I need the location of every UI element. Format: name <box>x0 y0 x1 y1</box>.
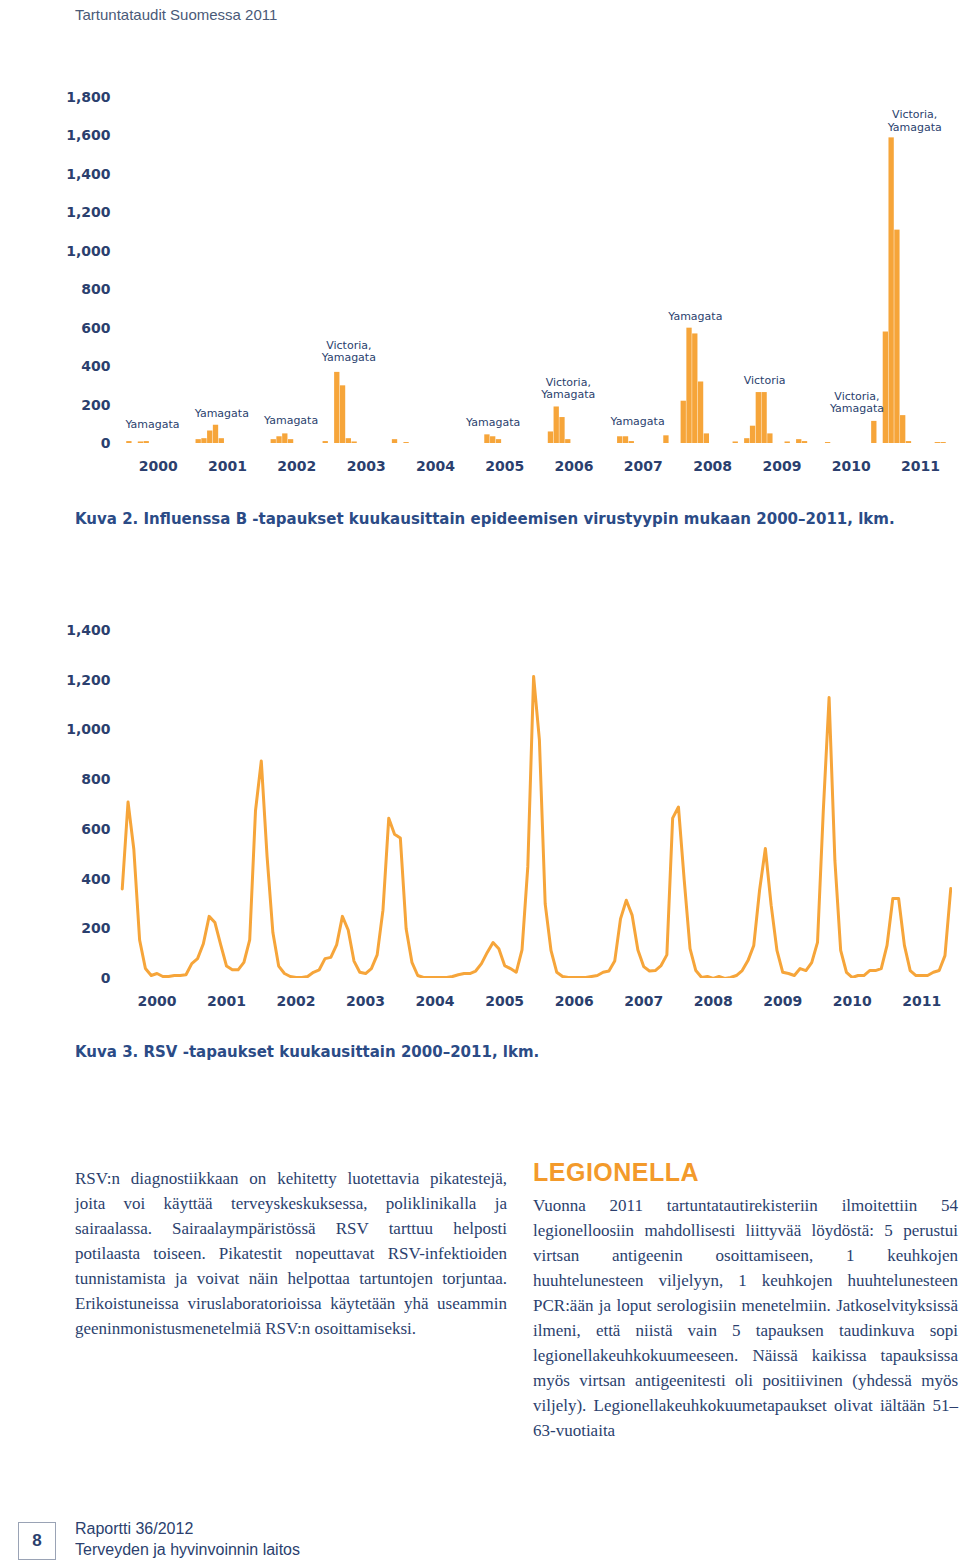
html-text:LEGIONELLA: LEGIONELLA <box>533 1158 700 1186</box>
svg-text:1,200: 1,200 <box>66 204 111 220</box>
svg-text:Yamagata: Yamagata <box>667 310 722 323</box>
svg-text:2010: 2010 <box>833 993 872 1009</box>
svg-text:Yamagata: Yamagata <box>124 418 179 431</box>
svg-text:400: 400 <box>81 871 110 887</box>
svg-text:2005: 2005 <box>485 993 524 1009</box>
svg-text:400: 400 <box>81 358 110 374</box>
svg-text:2009: 2009 <box>762 458 801 474</box>
svg-text:2000: 2000 <box>139 458 178 474</box>
svg-text:2003: 2003 <box>346 993 385 1009</box>
html-text:Raportti 36/2012: Raportti 36/2012 <box>75 1520 194 1537</box>
svg-text:2010: 2010 <box>832 458 871 474</box>
svg-text:2007: 2007 <box>624 993 663 1009</box>
html-text:Kuva 3. RSV -tapaukset kuukaus: Kuva 3. RSV -tapaukset kuukausittain 200… <box>75 1043 540 1061</box>
svg-text:Yamagata: Yamagata <box>609 415 664 428</box>
html-text:Tartuntataudit Suomessa 2011: Tartuntataudit Suomessa 2011 <box>75 6 278 23</box>
html-text:RSV:n diagnostiikkaan on kehit: RSV:n diagnostiikkaan on kehitetty luote… <box>75 1169 507 1338</box>
html-text:8: 8 <box>32 1531 42 1550</box>
svg-text:1,200: 1,200 <box>66 672 111 688</box>
svg-text:800: 800 <box>81 771 110 787</box>
svg-text:2006: 2006 <box>555 458 594 474</box>
svg-text:Victoria,Yamagata: Victoria,Yamagata <box>829 390 884 415</box>
svg-text:200: 200 <box>81 920 110 936</box>
svg-text:1,600: 1,600 <box>66 127 111 143</box>
svg-text:0: 0 <box>101 435 111 451</box>
svg-text:Victoria,Yamagata: Victoria,Yamagata <box>887 108 942 133</box>
svg-text:2003: 2003 <box>347 458 386 474</box>
svg-text:2005: 2005 <box>485 458 524 474</box>
svg-text:0: 0 <box>101 970 111 986</box>
svg-text:800: 800 <box>81 281 110 297</box>
svg-text:1,800: 1,800 <box>66 89 111 105</box>
svg-text:2009: 2009 <box>763 993 802 1009</box>
svg-text:1,000: 1,000 <box>66 721 111 737</box>
svg-text:Yamagata: Yamagata <box>194 407 249 420</box>
html-text:Kuva 2. Influenssa B -tapaukse: Kuva 2. Influenssa B -tapaukset kuukausi… <box>75 510 895 528</box>
svg-text:Victoria,Yamagata: Victoria,Yamagata <box>540 376 595 401</box>
svg-text:1,000: 1,000 <box>66 243 111 259</box>
svg-text:200: 200 <box>81 397 110 413</box>
svg-text:2008: 2008 <box>694 993 733 1009</box>
svg-text:2008: 2008 <box>693 458 732 474</box>
svg-text:Yamagata: Yamagata <box>465 416 520 429</box>
svg-text:2001: 2001 <box>207 993 246 1009</box>
svg-text:Yamagata: Yamagata <box>263 414 318 427</box>
svg-text:2004: 2004 <box>416 993 455 1009</box>
svg-text:Victoria: Victoria <box>744 374 786 387</box>
svg-text:2002: 2002 <box>277 458 316 474</box>
svg-text:2002: 2002 <box>277 993 316 1009</box>
svg-text:600: 600 <box>81 821 110 837</box>
svg-text:2006: 2006 <box>555 993 594 1009</box>
svg-text:1,400: 1,400 <box>66 622 111 638</box>
svg-text:Victoria,Yamagata: Victoria,Yamagata <box>321 339 376 364</box>
svg-text:2004: 2004 <box>416 458 455 474</box>
svg-text:1,400: 1,400 <box>66 166 111 182</box>
svg-text:2000: 2000 <box>138 993 177 1009</box>
svg-text:600: 600 <box>81 320 110 336</box>
svg-text:2011: 2011 <box>902 993 941 1009</box>
html-text:Vuonna 2011 tartuntatautirekis: Vuonna 2011 tartuntatautirekisteriin ilm… <box>533 1196 958 1440</box>
html-text:Terveyden ja hyvinvoinnin lait: Terveyden ja hyvinvoinnin laitos <box>75 1541 300 1558</box>
svg-text:2001: 2001 <box>208 458 247 474</box>
svg-text:2007: 2007 <box>624 458 663 474</box>
svg-text:2011: 2011 <box>901 458 940 474</box>
